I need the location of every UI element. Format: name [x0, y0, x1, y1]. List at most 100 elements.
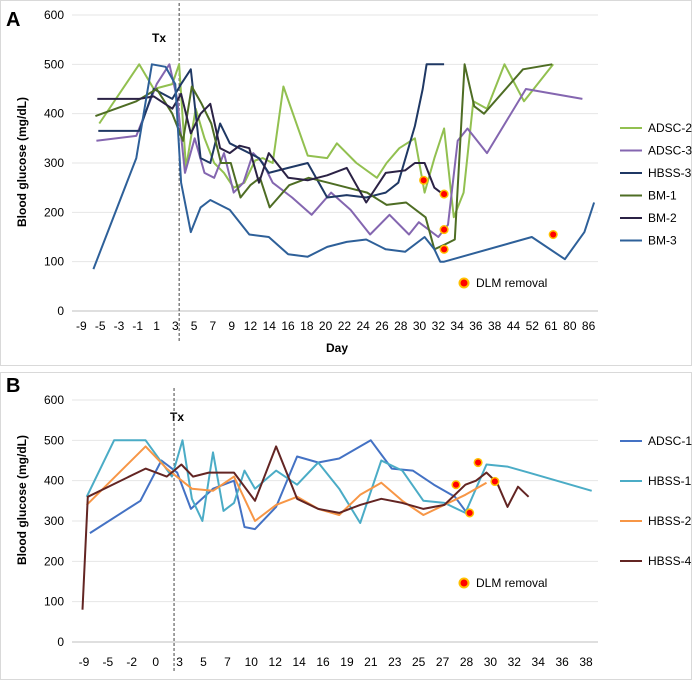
panel-b-x-tick-label: 14	[292, 655, 306, 669]
panel-b-legend-label-hbss-4: HBSS-4	[648, 554, 692, 568]
panel-a-x-tick-label: 16	[281, 319, 295, 333]
panel-a-legend-dlm-icon	[458, 277, 470, 289]
panel-a-x-tick-label: -3	[114, 319, 125, 333]
panel-a-x-tick-label: 28	[394, 319, 408, 333]
panel-a-series-bm-3	[92, 63, 596, 270]
panel-b-y-tick-label: 0	[57, 635, 64, 649]
panel-b-x-tick-label: 3	[176, 655, 183, 669]
panel-b-x-tick-label: 28	[460, 655, 474, 669]
panel-a-x-tick-label: 30	[413, 319, 427, 333]
panel-a-x-tick-label: 24	[356, 319, 370, 333]
panel-b-x-tick-label: 23	[388, 655, 402, 669]
panel-a-legend-dlm-text: DLM removal	[476, 276, 547, 290]
panel-a-dlm-removal-marker	[439, 189, 449, 199]
panel-a-x-tick-label: 1	[153, 319, 160, 333]
panel-a-frame	[0, 0, 692, 366]
panel-a-x-tick-label: 61	[544, 319, 558, 333]
panel-a-y-tick-label: 500	[44, 57, 64, 71]
panel-b-x-tick-label: -9	[79, 655, 90, 669]
panel-a-x-tick-label: 52	[526, 319, 540, 333]
panel-b-x-tick-label: 21	[364, 655, 378, 669]
panel-a-dlm-removal-marker	[439, 225, 449, 235]
panel-a-legend-label-hbss-3: HBSS-3	[648, 166, 692, 180]
panel-a-series-adsc-2	[98, 63, 554, 219]
panel-a-x-tick-label: 5	[191, 319, 198, 333]
panel-b-x-tick-label: -5	[103, 655, 114, 669]
panel-b-tx-label: Tx	[170, 410, 184, 424]
panel-a-x-tick-label: 12	[244, 319, 258, 333]
panel-a-x-tick-label: 38	[488, 319, 502, 333]
panel-a-legend-label-adsc-2: ADSC-2	[648, 121, 692, 135]
panel-b-x-tick-label: 10	[245, 655, 259, 669]
panel-b-x-tick-label: 16	[316, 655, 330, 669]
panel-a-legend-label-bm-1: BM-1	[648, 189, 677, 203]
panel-a-legend-label-bm-2: BM-2	[648, 211, 677, 225]
panel-b-dlm-removal-marker	[465, 508, 475, 518]
panel-b-y-tick-label: 300	[44, 514, 64, 528]
panel-b-x-tick-label: 38	[579, 655, 593, 669]
panel-b-x-tick-label: 25	[412, 655, 426, 669]
panel-b-x-tick-label: 30	[484, 655, 498, 669]
panel-a-series-adsc-3	[96, 63, 583, 238]
panel-b-legend-label-hbss-2: HBSS-2	[648, 514, 692, 528]
panel-a-x-tick-label: 22	[338, 319, 352, 333]
panel-b-legend-dlm-icon	[458, 577, 470, 589]
panel-b-x-tick-label: 32	[508, 655, 522, 669]
panel-b-dlm-removal-marker	[451, 480, 461, 490]
panel-b-x-tick-label: 12	[269, 655, 283, 669]
panel-b-legend-dlm-text: DLM removal	[476, 576, 547, 590]
panel-b-dlm-removal-marker	[473, 457, 483, 468]
panel-b-legend-label-hbss-1: HBSS-1	[648, 474, 692, 488]
panel-a-y-tick-label: 400	[44, 107, 64, 121]
panel-a-x-tick-label: 9	[228, 319, 235, 333]
panel-a-label: A	[6, 9, 20, 31]
panel-a-x-tick-label: 7	[210, 319, 217, 333]
panel-a-x-tick-label: 18	[300, 319, 314, 333]
panel-a-y-tick-label: 600	[44, 8, 64, 22]
panel-a-y-axis-label: Blood glucose (mg/dL)	[15, 97, 29, 227]
panel-b-x-tick-label: 5	[200, 655, 207, 669]
panel-a-x-tick-label: 14	[263, 319, 277, 333]
panel-a-x-tick-label: 3	[172, 319, 179, 333]
panel-a-x-tick-label: 36	[469, 319, 483, 333]
panel-b-x-tick-label: 19	[340, 655, 354, 669]
panel-a-x-tick-label: 20	[319, 319, 333, 333]
panel-a-x-tick-label: -1	[132, 319, 143, 333]
panel-a-dlm-removal-marker	[419, 175, 429, 185]
panel-a-tx-label: Tx	[152, 31, 166, 45]
panel-b-series-adsc-1	[89, 439, 467, 534]
panel-a-dlm-removal-marker	[548, 229, 558, 240]
panel-a-x-tick-label: -5	[95, 319, 106, 333]
panel-b-y-tick-label: 400	[44, 474, 64, 488]
panel-a-series-bm-2	[97, 92, 445, 204]
panel-a-legend-label-adsc-3: ADSC-3	[648, 144, 692, 158]
panel-a-y-tick-label: 0	[57, 304, 64, 318]
panel-a-x-tick-label: 86	[582, 319, 596, 333]
panel-a-x-tick-label: 34	[450, 319, 464, 333]
panel-b-y-tick-label: 500	[44, 433, 64, 447]
panel-a-legend-dlm-removal: DLM removal	[458, 276, 547, 290]
panel-a-x-tick-label: 26	[375, 319, 389, 333]
panel-b-x-tick-label: -2	[126, 655, 137, 669]
panel-a-x-tick-label: -9	[76, 319, 87, 333]
panel-b-frame	[0, 372, 692, 680]
panel-b-legend-dlm-removal: DLM removal	[458, 576, 547, 590]
panel-b-x-tick-label: 34	[532, 655, 546, 669]
panel-b-y-tick-label: 100	[44, 595, 64, 609]
panel-b-label: B	[6, 375, 20, 397]
panel-b-y-tick-label: 600	[44, 393, 64, 407]
panel-a-dlm-removal-marker	[439, 244, 449, 254]
panel-b-x-tick-label: 27	[436, 655, 450, 669]
panel-a-x-axis-label: Day	[326, 341, 348, 355]
panel-b-legend-label-adsc-1: ADSC-1	[648, 434, 692, 448]
panel-b-series-hbss-4	[81, 445, 530, 610]
panel-a-x-tick-label: 80	[563, 319, 577, 333]
panel-a-series-bm-1	[95, 63, 553, 251]
panel-b-x-tick-label: 7	[224, 655, 231, 669]
panel-a-y-tick-label: 300	[44, 156, 64, 170]
panel-b-y-axis-label: Blood glucose (mg/dL)	[15, 435, 29, 565]
panel-b-x-tick-label: 0	[152, 655, 159, 669]
panel-b-series-hbss-1	[85, 439, 592, 524]
